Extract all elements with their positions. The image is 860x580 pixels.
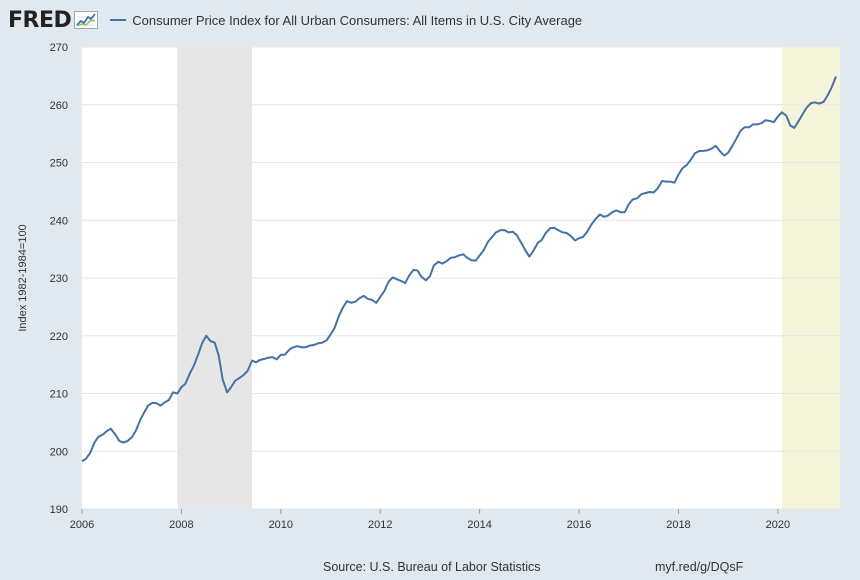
- y-tick-label: 260: [50, 100, 68, 112]
- x-axis-ticks: 2006 2008 2010 2012 2014 2016 2018 2020: [70, 509, 790, 531]
- chart-graph-icon: [74, 11, 99, 29]
- y-tick-label: 210: [50, 389, 68, 401]
- fred-logo[interactable]: FRED: [8, 7, 72, 33]
- x-tick-label: 2008: [169, 519, 193, 531]
- x-tick-label: 2012: [368, 519, 392, 531]
- source-note: Source: U.S. Bureau of Labor Statistics: [323, 560, 541, 574]
- y-tick-label: 270: [50, 42, 68, 54]
- y-axis-ticks: 190 200 210 220 230 240 250 260 270: [50, 42, 68, 516]
- x-tick-label: 2006: [70, 519, 94, 531]
- x-tick-label: 2014: [467, 519, 491, 531]
- y-tick-label: 200: [50, 446, 68, 458]
- y-tick-label: 250: [50, 158, 68, 170]
- x-tick-label: 2010: [269, 519, 293, 531]
- y-axis-label: Index 1982-1984=100: [17, 224, 29, 331]
- y-tick-label: 220: [50, 331, 68, 343]
- gridlines: [82, 46, 840, 510]
- legend-line-swatch: [110, 19, 127, 21]
- y-tick-label: 190: [50, 504, 68, 516]
- series-line-cpi[interactable]: [81, 76, 837, 462]
- y-tick-label: 240: [50, 215, 68, 227]
- short-url-link[interactable]: myf.red/g/DQsF: [655, 560, 744, 574]
- x-tick-label: 2016: [567, 519, 591, 531]
- legend-label[interactable]: Consumer Price Index for All Urban Consu…: [132, 12, 583, 28]
- chart-header: FRED Consumer Price Index for All Urban …: [8, 6, 582, 34]
- x-tick-label: 2018: [666, 519, 690, 531]
- y-tick-label: 230: [50, 273, 68, 285]
- x-tick-label: 2020: [766, 519, 790, 531]
